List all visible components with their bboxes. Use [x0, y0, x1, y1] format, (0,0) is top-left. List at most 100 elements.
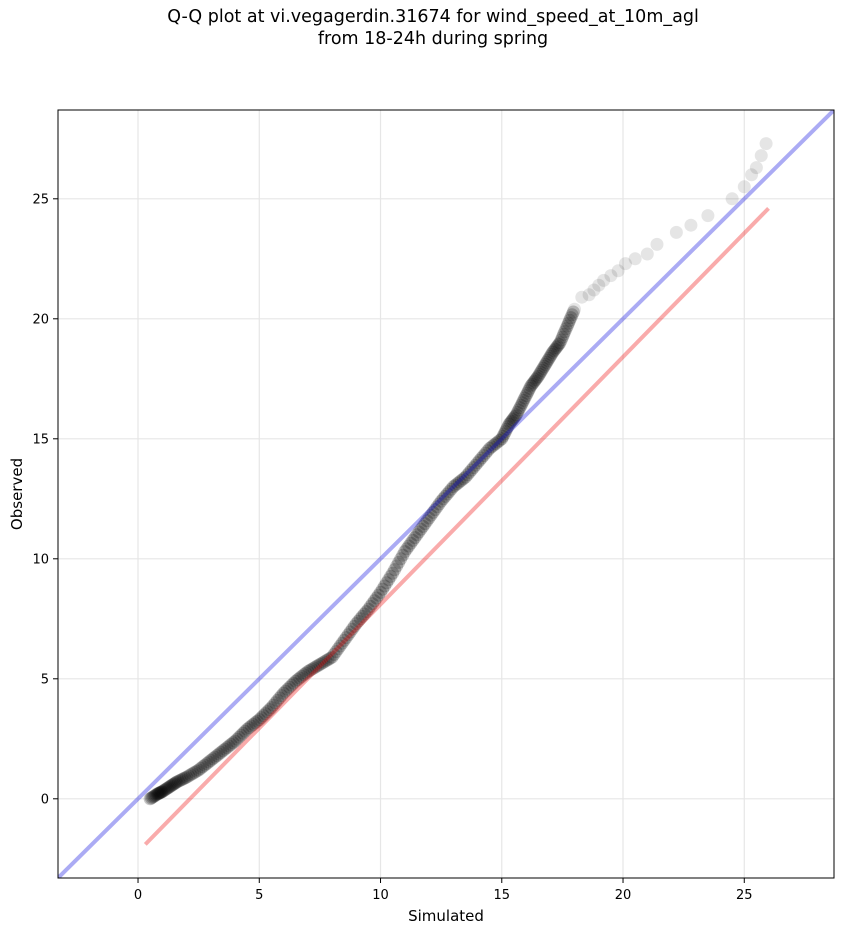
data-point [434, 494, 448, 508]
data-point [406, 533, 420, 547]
data-point [374, 585, 388, 599]
data-point [669, 225, 683, 239]
data-point [380, 576, 394, 590]
data-point [376, 582, 390, 596]
data-point [331, 642, 345, 656]
data-point [456, 472, 470, 486]
data-point [363, 599, 377, 613]
data-point [536, 361, 550, 375]
data-point [444, 482, 458, 496]
data-point [555, 330, 569, 344]
data-point [479, 446, 493, 460]
data-point [519, 389, 533, 403]
data-point [546, 345, 560, 359]
y-tick-label: 15 [32, 432, 49, 447]
data-point [498, 425, 512, 439]
data-point [491, 435, 505, 449]
data-point [430, 500, 444, 514]
data-point [414, 522, 428, 536]
data-point [754, 149, 768, 163]
data-point [745, 168, 759, 182]
data-point [512, 403, 526, 417]
data-point [192, 763, 206, 777]
data-point [238, 724, 252, 738]
data-point [154, 785, 168, 799]
data-point [144, 791, 158, 805]
data-point [466, 461, 480, 475]
data-point [452, 475, 466, 489]
data-point [436, 492, 450, 506]
data-point [214, 745, 228, 759]
data-point [520, 386, 534, 400]
data-point [359, 605, 373, 619]
data-point [365, 597, 379, 611]
data-point [165, 778, 179, 792]
data-point [173, 773, 187, 787]
data-point [260, 705, 274, 719]
data-point [164, 779, 178, 793]
data-point [146, 790, 160, 804]
data-point [548, 342, 562, 356]
data-point [483, 441, 497, 455]
data-point [152, 786, 166, 800]
data-point [388, 563, 402, 577]
data-point [749, 161, 763, 175]
data-point [500, 422, 514, 436]
x-tick-label: 25 [736, 888, 753, 903]
data-point [270, 693, 284, 707]
data-point [416, 519, 430, 533]
data-point [485, 440, 499, 454]
data-point [196, 760, 210, 774]
data-point [526, 376, 540, 390]
data-point [438, 489, 452, 503]
y-tick-label: 25 [32, 192, 49, 207]
data-point [244, 719, 258, 733]
data-point [684, 218, 698, 232]
data-point [398, 545, 412, 559]
data-point [543, 349, 557, 363]
data-point [493, 433, 507, 447]
data-point [378, 579, 392, 593]
data-point [392, 555, 406, 569]
data-point [230, 732, 244, 746]
data-point [335, 636, 349, 650]
data-point [349, 617, 363, 631]
data-point [272, 691, 286, 705]
data-point [495, 432, 509, 446]
data-point [313, 657, 327, 671]
data-point [175, 773, 189, 787]
data-point [513, 401, 527, 415]
data-point [291, 673, 305, 687]
data-point [592, 278, 606, 292]
data-point [538, 357, 552, 371]
data-point [575, 290, 589, 304]
data-point [420, 514, 434, 528]
data-point [568, 302, 582, 316]
data-point [462, 465, 476, 479]
data-point [250, 714, 264, 728]
data-point [554, 333, 568, 347]
data-point [424, 508, 438, 522]
data-point [432, 497, 446, 511]
data-point [442, 485, 456, 499]
data-point [400, 542, 414, 556]
data-point [163, 780, 177, 794]
data-point [321, 653, 335, 667]
data-point [339, 631, 353, 645]
data-point [182, 769, 196, 783]
data-point [170, 775, 184, 789]
data-point [532, 367, 546, 381]
y-tick-label: 20 [32, 312, 49, 327]
data-point [252, 713, 266, 727]
grid [58, 110, 834, 878]
data-point [236, 726, 250, 740]
data-point [285, 678, 299, 692]
data-point [333, 639, 347, 653]
data-point [341, 628, 355, 642]
data-point [158, 783, 172, 797]
data-point [283, 680, 297, 694]
data-point [701, 209, 715, 223]
data-point [604, 269, 618, 283]
data-point [222, 739, 236, 753]
data-point [148, 789, 162, 803]
